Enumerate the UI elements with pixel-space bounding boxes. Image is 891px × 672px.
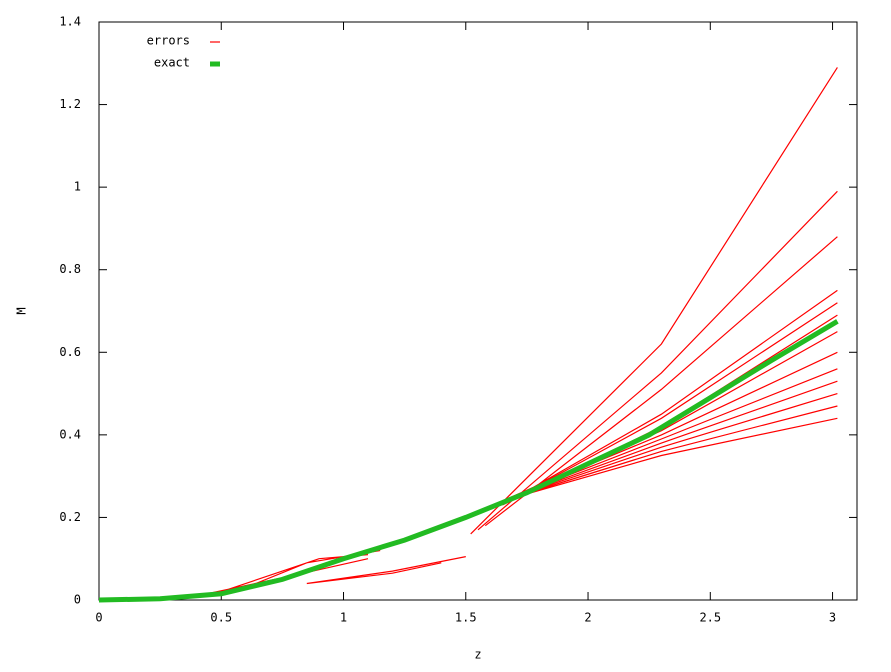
x-tick-label: 2	[584, 611, 591, 625]
plot-frame	[98, 21, 858, 601]
y-tick-label: 0.6	[59, 345, 81, 359]
x-tick-label: 1	[340, 611, 347, 625]
x-tick-label: 3	[829, 611, 836, 625]
legend-label: exact	[154, 56, 190, 70]
series-line	[98, 319, 839, 603]
x-tick-label: 0.5	[210, 611, 232, 625]
x-axis-label: z	[474, 648, 481, 662]
y-tick-label: 1	[74, 180, 81, 194]
y-axis-label: M	[15, 307, 29, 314]
x-tick-label: 2.5	[699, 611, 721, 625]
series-line	[196, 67, 838, 597]
x-tick-label: 1.5	[455, 611, 477, 625]
y-tick-label: 1.4	[59, 15, 81, 29]
x-tick-label: 0	[95, 611, 102, 625]
y-tick-label: 1.2	[59, 97, 81, 111]
legend-label: errors	[147, 34, 190, 48]
y-tick-label: 0.8	[59, 262, 81, 276]
y-tick-label: 0.4	[59, 427, 81, 441]
y-tick-label: 0	[74, 593, 81, 607]
y-tick-label: 0.2	[59, 510, 81, 524]
